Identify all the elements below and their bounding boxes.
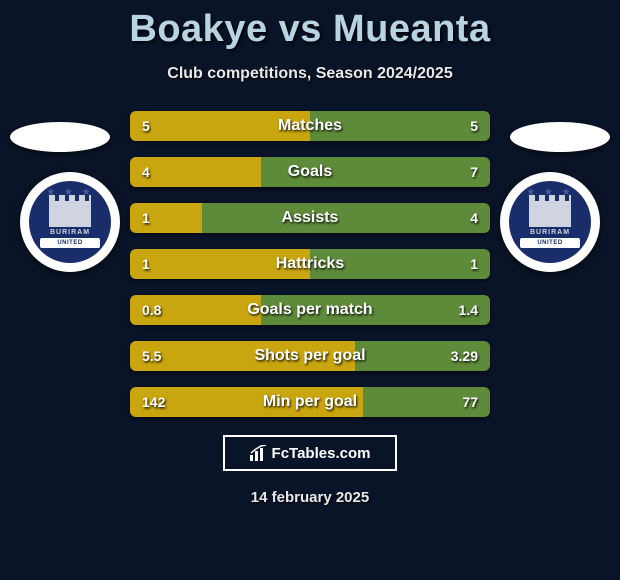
footer-site-badge: FcTables.com xyxy=(223,435,397,471)
stat-label: Min per goal xyxy=(130,387,490,417)
stat-value-left: 142 xyxy=(142,387,165,417)
stat-value-left: 5.5 xyxy=(142,341,161,371)
subtitle: Club competitions, Season 2024/2025 xyxy=(0,65,620,83)
stat-value-right: 5 xyxy=(470,111,478,141)
stat-value-right: 1.4 xyxy=(459,295,478,325)
club-badge-right: ★ ★ ★ BURIRAM UNITED xyxy=(500,172,600,272)
stat-label: Goals xyxy=(130,157,490,187)
club-castle-icon xyxy=(49,201,91,227)
stat-value-left: 5 xyxy=(142,111,150,141)
stat-label: Shots per goal xyxy=(130,341,490,371)
stat-row: Matches5 5 xyxy=(130,111,490,141)
chart-icon xyxy=(250,445,268,461)
stat-value-right: 77 xyxy=(462,387,478,417)
stat-value-left: 1 xyxy=(142,203,150,233)
stat-row: Goals per match0.8 1.4 xyxy=(130,295,490,325)
flag-left xyxy=(10,122,110,152)
club-banner-left: UNITED xyxy=(40,238,100,248)
stats-chart: Matches55Goals47Assists14Hattricks11Goal… xyxy=(130,111,490,417)
stat-value-left: 1 xyxy=(142,249,150,279)
stat-label: Hattricks xyxy=(130,249,490,279)
stat-value-left: 0.8 xyxy=(142,295,161,325)
stat-row: Hattricks1 1 xyxy=(130,249,490,279)
footer-site-text: FcTables.com xyxy=(272,445,371,462)
club-castle-icon xyxy=(529,201,571,227)
club-badge-left: ★ ★ ★ BURIRAM UNITED xyxy=(20,172,120,272)
stat-row: Goals4 7 xyxy=(130,157,490,187)
stat-value-right: 3.29 xyxy=(451,341,478,371)
stat-value-right: 4 xyxy=(470,203,478,233)
stat-value-right: 1 xyxy=(470,249,478,279)
stat-row: Min per goal142 77 xyxy=(130,387,490,417)
stat-label: Matches xyxy=(130,111,490,141)
stat-label: Goals per match xyxy=(130,295,490,325)
stat-row: Shots per goal5.5 3.29 xyxy=(130,341,490,371)
page-title: Boakye vs Mueanta xyxy=(0,0,620,51)
club-banner-right: UNITED xyxy=(520,238,580,248)
stat-value-left: 4 xyxy=(142,157,150,187)
club-name-left: BURIRAM xyxy=(50,229,90,236)
stat-label: Assists xyxy=(130,203,490,233)
flag-right xyxy=(510,122,610,152)
footer-date: 14 february 2025 xyxy=(0,489,620,506)
stat-row: Assists1 4 xyxy=(130,203,490,233)
club-name-right: BURIRAM xyxy=(530,229,570,236)
stat-value-right: 7 xyxy=(470,157,478,187)
